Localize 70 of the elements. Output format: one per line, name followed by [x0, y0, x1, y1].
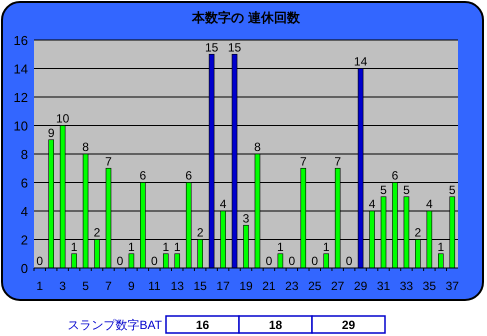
y-tick-label: 4: [20, 204, 28, 219]
x-tick-label: 15: [193, 279, 208, 293]
data-label: 0: [266, 254, 273, 268]
data-label: 7: [334, 154, 342, 168]
data-label: 10: [56, 112, 70, 126]
x-tick-label: 35: [422, 279, 436, 293]
data-label: 1: [128, 240, 136, 254]
data-label: 1: [437, 240, 444, 254]
data-label: 1: [277, 240, 284, 254]
data-label: 7: [105, 154, 112, 168]
data-label: 2: [414, 226, 422, 240]
x-tick-label: 23: [285, 279, 299, 293]
text: 16: [196, 318, 210, 332]
data-label: 2: [94, 226, 101, 240]
x-tick-label: 3: [59, 279, 66, 293]
x-tick-label: 7: [105, 279, 112, 293]
data-label: 8: [254, 140, 262, 154]
data-label: 4: [220, 197, 227, 211]
data-label: 0: [150, 254, 158, 268]
y-tick-label: 2: [20, 232, 28, 248]
y-tick-label: 16: [14, 33, 28, 48]
y-tick-label: 6: [20, 176, 28, 190]
data-label: 1: [174, 240, 181, 254]
x-tick-label: 19: [239, 279, 253, 293]
data-label: 14: [354, 54, 368, 68]
data-label: 3: [242, 211, 250, 226]
data-label: 1: [322, 240, 330, 254]
data-label: 0: [36, 254, 44, 268]
x-tick-label: 27: [330, 279, 345, 293]
x-tick-label: 5: [82, 279, 90, 293]
y-tick-label: 14: [14, 62, 28, 76]
data-label: 15: [228, 40, 242, 54]
data-label: 0: [288, 254, 296, 268]
data-label: 4: [426, 197, 434, 211]
x-tick-label: 21: [262, 279, 276, 293]
x-tick-label: 11: [148, 279, 161, 293]
data-label: 5: [403, 182, 410, 197]
data-label: 1: [162, 240, 170, 254]
data-label: 0: [116, 254, 124, 268]
y-tick-label: 12: [14, 90, 28, 105]
x-tick-label: 9: [128, 279, 136, 293]
data-label: 6: [140, 168, 147, 182]
y-tick-label: 8: [20, 147, 28, 162]
chart-title: 本数字の 連休回数: [191, 10, 301, 25]
data-label: 2: [196, 226, 204, 240]
x-tick-label: 17: [216, 279, 230, 293]
x-tick-label: 1: [36, 279, 44, 293]
x-tick-label: 13: [170, 279, 184, 293]
x-tick-label: 31: [376, 279, 391, 293]
text: 29: [342, 318, 356, 332]
data-label: 8: [82, 140, 90, 154]
x-tick-label: 33: [400, 279, 414, 293]
data-label: 5: [448, 182, 456, 197]
y-tick-label: 10: [14, 118, 28, 134]
y-tick-label: 0: [20, 261, 28, 276]
data-label: 6: [392, 168, 399, 182]
data-label: 0: [311, 254, 318, 268]
data-label: 6: [185, 168, 192, 182]
data-label: 7: [300, 154, 307, 168]
data-label: 5: [380, 182, 388, 197]
data-label: 1: [70, 240, 78, 254]
text: スランプ数字BAT: [68, 318, 163, 332]
data-label: 15: [204, 40, 219, 54]
x-tick-label: 29: [354, 279, 368, 293]
data-label: 9: [48, 126, 55, 140]
data-label: 4: [368, 197, 376, 211]
x-tick-label: 25: [308, 279, 322, 293]
x-tick-label: 37: [446, 279, 460, 293]
data-label: 0: [346, 254, 353, 268]
text: 18: [268, 318, 282, 332]
